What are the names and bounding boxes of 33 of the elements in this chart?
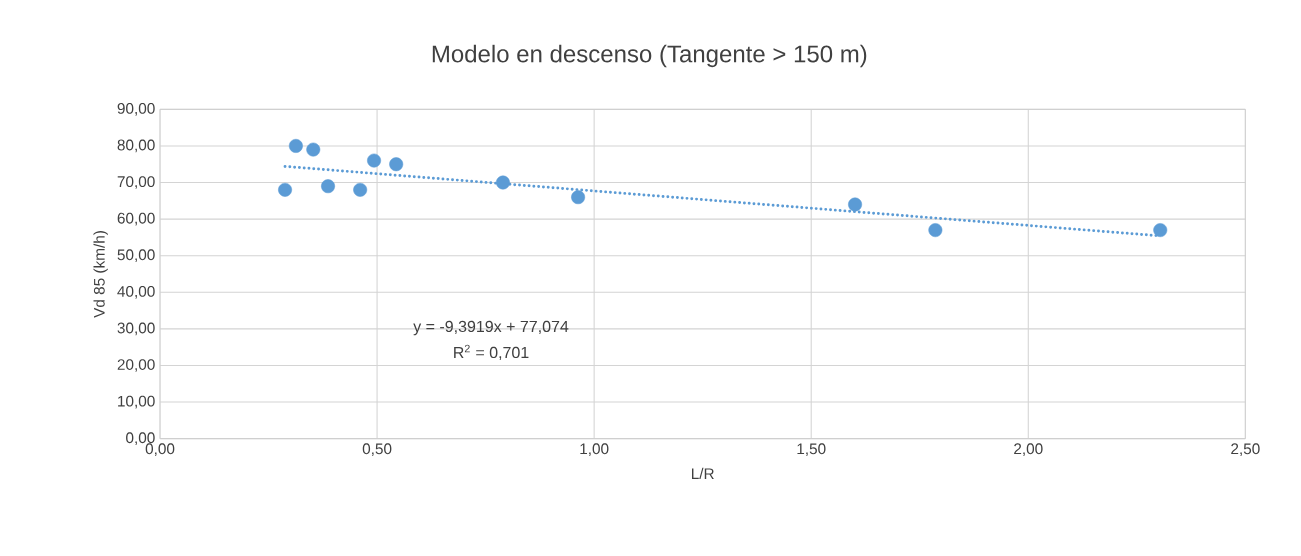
annotation: y = -9,3919x + 77,074 [413, 320, 569, 336]
y-tick-label: 50,00 [117, 249, 155, 263]
y-tick-label: 10,00 [118, 395, 155, 409]
y-tick-label: 70,00 [117, 176, 155, 189]
point [496, 175, 510, 190]
y-tick-label: 80,00 [117, 139, 155, 153]
point [367, 153, 381, 168]
point [571, 190, 586, 205]
point [389, 157, 404, 172]
point [278, 182, 292, 197]
x-tick-label: 2,50 [1231, 443, 1260, 457]
y-tick-label: 0,00 [126, 432, 155, 445]
point [1153, 223, 1168, 238]
point [848, 197, 862, 212]
point [321, 179, 335, 194]
chart-title: Modelo en descenso (Tangente > 150 m) [432, 44, 867, 68]
y-tick-label: 40,00 [117, 285, 155, 299]
y-tick-label: 60,00 [117, 212, 155, 226]
annotation: R$^{2}$ = 0,701 [454, 344, 529, 361]
y-axis-title: Vd 85 (km/h) [93, 231, 108, 318]
x-axis-title: L/R [692, 467, 714, 480]
x-tick-label: 0,00 [145, 443, 175, 457]
x-tick-label: 1,00 [580, 443, 609, 457]
x-tick-label: 1,50 [797, 443, 826, 457]
y-tick-label: 90,00 [117, 103, 155, 116]
y-tick-label: 20,00 [117, 359, 155, 372]
point [353, 182, 368, 197]
x-tick-label: 0,50 [362, 443, 392, 457]
x-tick-label: 2,00 [1014, 443, 1043, 457]
y-tick-label: 30,00 [117, 322, 155, 336]
point [928, 223, 943, 238]
point [288, 139, 303, 153]
point [306, 142, 321, 157]
